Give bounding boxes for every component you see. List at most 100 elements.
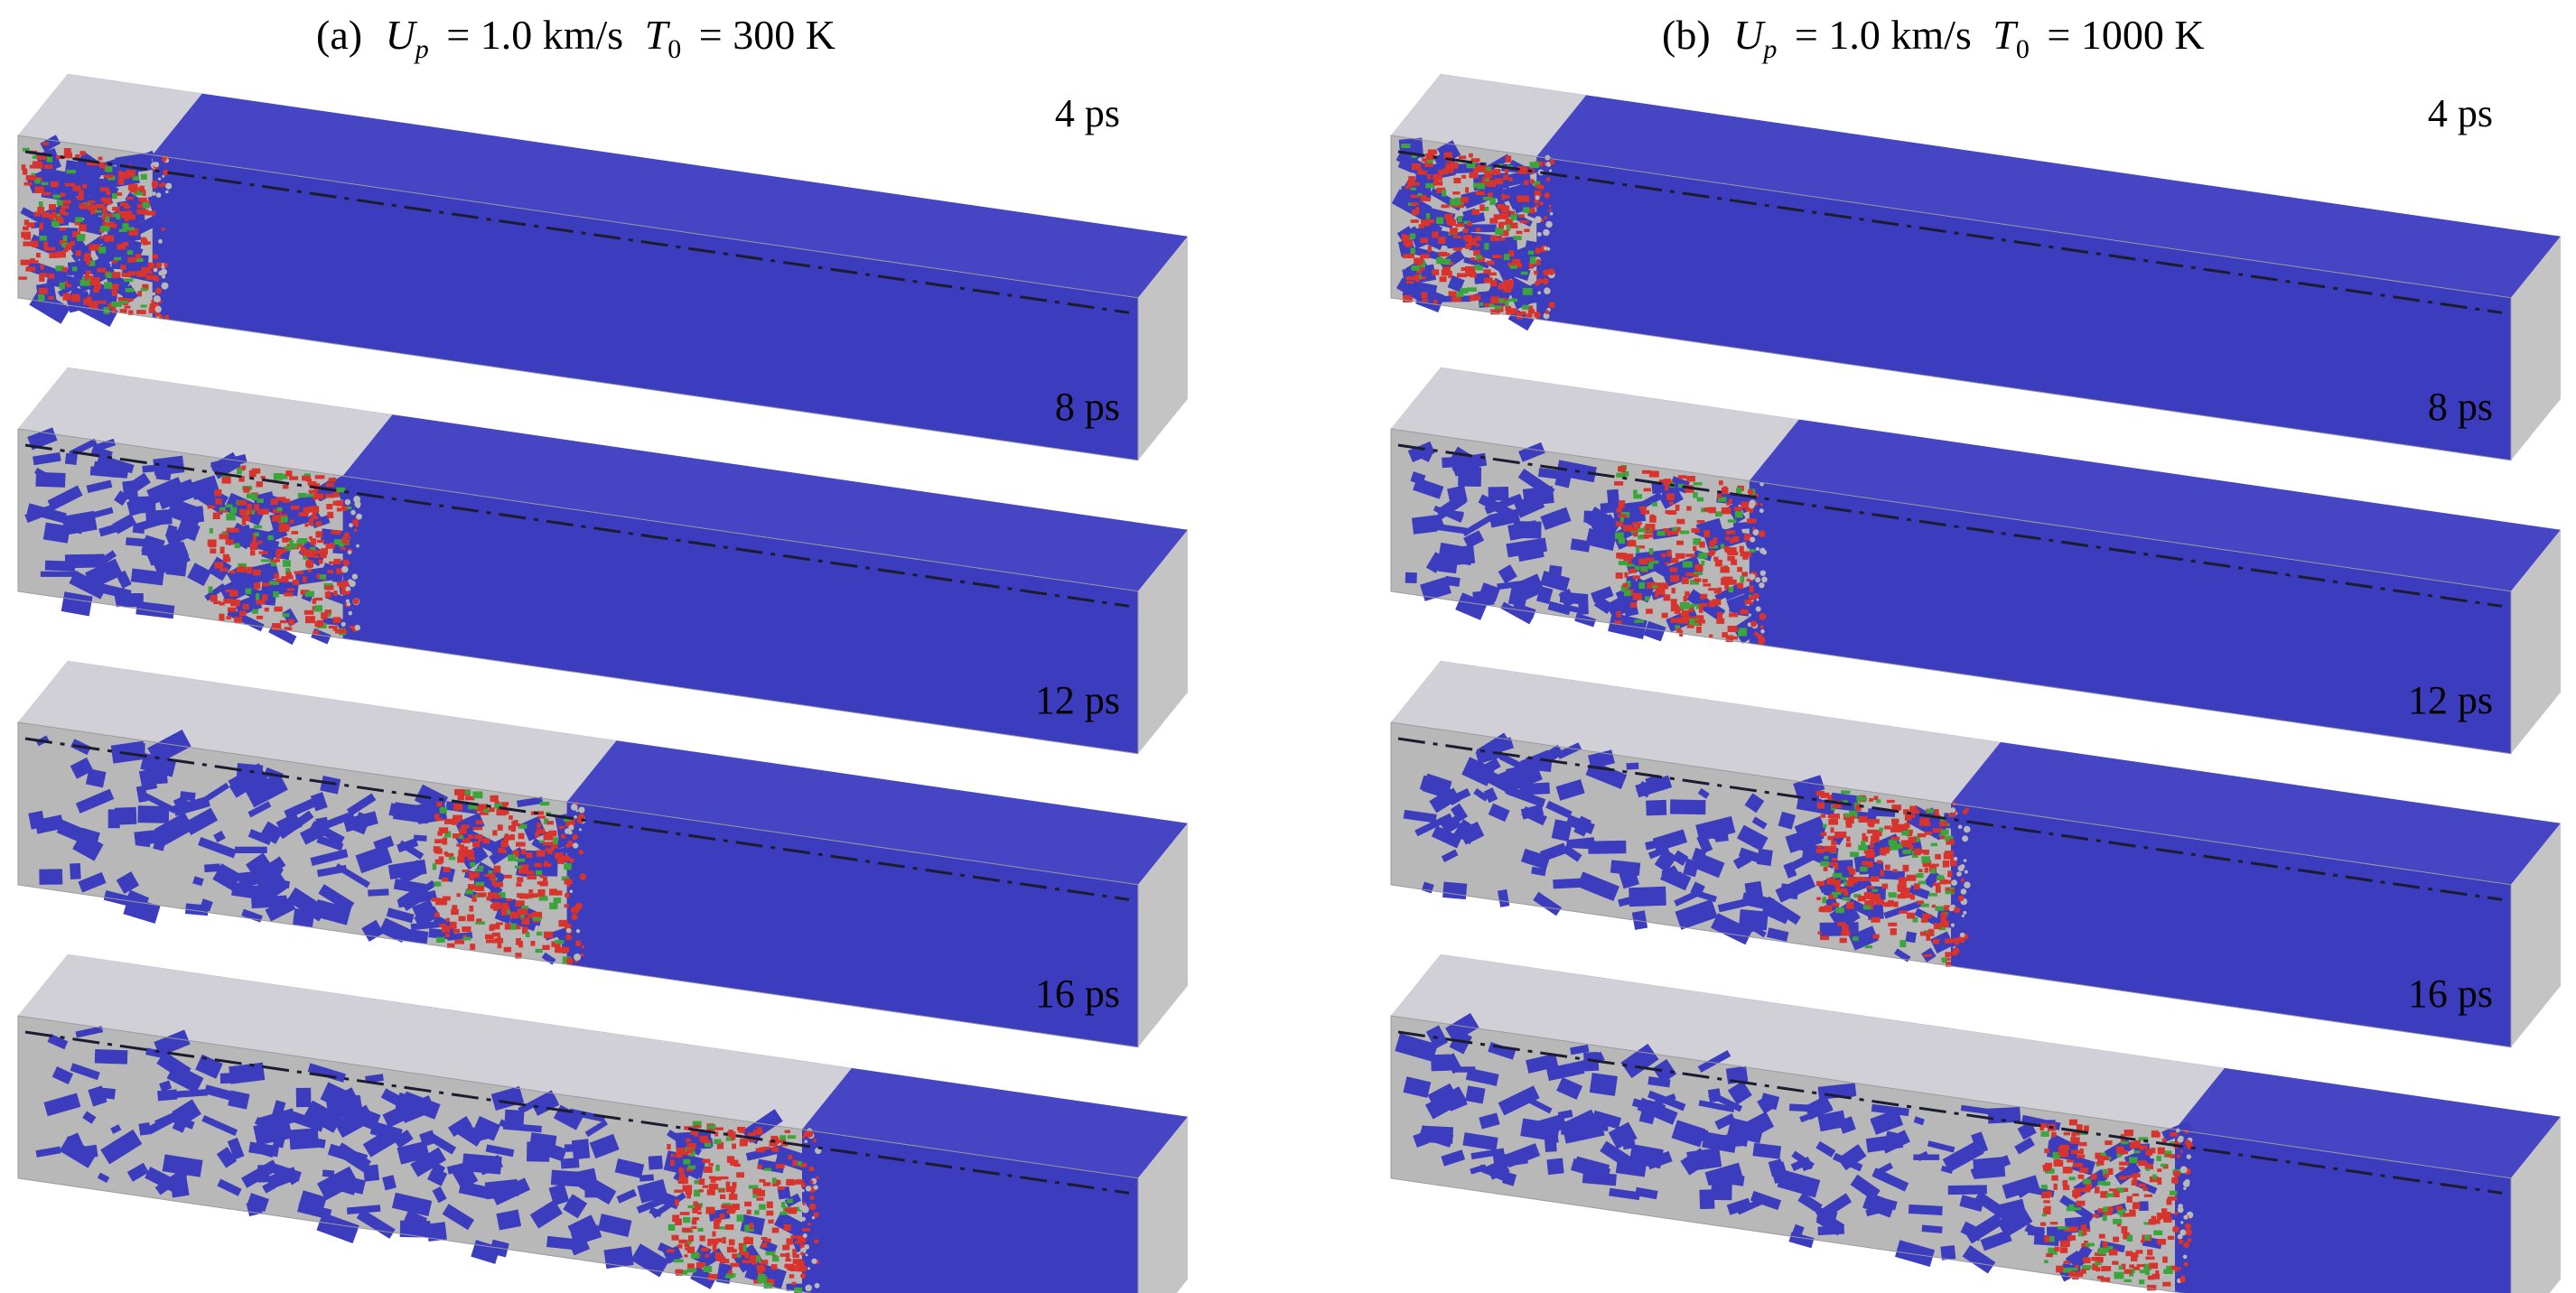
hcp-speckle	[136, 204, 145, 209]
hcp-speckle	[477, 892, 487, 898]
hcp-speckle	[88, 204, 98, 211]
bulk-patch	[51, 1066, 74, 1084]
hcp-speckle	[489, 807, 495, 813]
hcp-speckle	[447, 943, 455, 949]
hcp-speckle	[2105, 1140, 2113, 1146]
hcp-speckle	[1694, 619, 1701, 623]
bulk-patch	[170, 1177, 190, 1198]
bulk-patch	[47, 1034, 69, 1050]
hcp-speckle	[792, 1159, 798, 1167]
hcp-speckle	[1420, 194, 1427, 201]
hcp-speckle	[796, 1260, 805, 1268]
hcp-speckle	[2095, 1152, 2101, 1159]
hcp-speckle	[112, 207, 120, 211]
panel-a-velocity-value: = 1.0 km/s	[446, 12, 623, 58]
hcp-speckle	[1410, 219, 1419, 223]
bulk-patch	[80, 205, 100, 224]
hcp-speckle	[539, 875, 545, 879]
bulk-patch	[1913, 1154, 1940, 1160]
hcp-speckle	[1906, 874, 1917, 881]
hcp-speckle	[443, 896, 451, 901]
hcp-speckle	[83, 256, 91, 262]
bulk-patch	[43, 1093, 81, 1117]
hcp-speckle	[452, 818, 459, 825]
fcc-speckle	[1652, 585, 1658, 589]
hcp-speckle	[313, 493, 324, 499]
hcp-speckle	[1868, 823, 1875, 828]
fcc-speckle	[686, 1268, 697, 1273]
hcp-speckle	[1461, 174, 1467, 179]
front-speckle	[1755, 577, 1761, 583]
hcp-speckle	[1940, 916, 1946, 923]
fcc-speckle	[1720, 544, 1724, 549]
hcp-speckle	[1740, 551, 1750, 557]
hcp-speckle	[526, 852, 533, 859]
hcp-speckle	[1503, 175, 1508, 181]
bulk-patch	[1520, 848, 1551, 870]
bar-top-face	[1391, 74, 2561, 298]
front-speckle	[347, 550, 352, 555]
fcc-speckle	[120, 301, 129, 304]
hcp-speckle	[1828, 819, 1838, 825]
hcp-speckle	[1845, 822, 1853, 828]
hcp-speckle	[94, 285, 99, 293]
hcp-speckle	[72, 293, 80, 301]
hcp-speckle	[1892, 869, 1898, 873]
hcp-speckle	[1741, 572, 1748, 577]
hcp-speckle	[1475, 228, 1481, 232]
hcp-speckle	[1504, 279, 1514, 286]
hcp-speckle	[1666, 530, 1671, 536]
bulk-patch	[135, 785, 148, 803]
fcc-speckle	[1675, 625, 1680, 630]
hcp-speckle	[1450, 162, 1459, 170]
front-speckle	[801, 1188, 805, 1193]
hcp-speckle	[316, 539, 325, 544]
hcp-speckle	[770, 1264, 778, 1270]
fcc-speckle	[1920, 903, 1929, 907]
bulk-patch	[1629, 886, 1666, 907]
bulk-patch	[1671, 1120, 1706, 1148]
hcp-speckle	[1618, 514, 1628, 517]
hcp-speckle	[1616, 507, 1622, 513]
time-label-b-4: 16 ps	[2408, 972, 2493, 1016]
hcp-speckle	[479, 811, 489, 815]
fcc-speckle	[1527, 250, 1535, 255]
hcp-speckle	[1675, 504, 1680, 511]
hcp-speckle	[1417, 261, 1423, 268]
bulk-patch	[318, 884, 355, 913]
hcp-speckle	[127, 271, 135, 276]
hcp-speckle	[219, 534, 229, 540]
hcp-speckle	[275, 548, 284, 555]
hcp-speckle	[328, 625, 338, 629]
bulk-patch	[757, 1158, 785, 1174]
hcp-speckle	[1881, 883, 1889, 889]
hcp-speckle	[119, 202, 128, 207]
bulk-patch	[584, 1120, 609, 1138]
bulk-patch	[2164, 1212, 2200, 1224]
bulk-patch	[569, 1238, 591, 1256]
hcp-speckle	[36, 155, 46, 160]
hcp-speckle	[2063, 1185, 2070, 1191]
hcp-speckle	[528, 889, 534, 894]
hcp-speckle	[2053, 1183, 2058, 1190]
hcp-speckle	[309, 551, 316, 558]
bulk-patch	[675, 1130, 712, 1150]
bulk-patch	[1704, 1162, 1743, 1186]
fcc-speckle	[1529, 162, 1540, 168]
front-speckle	[798, 1204, 806, 1211]
hcp-speckle	[127, 183, 138, 191]
fcc-speckle	[2095, 1163, 2100, 1167]
hcp-speckle	[1638, 558, 1648, 565]
front-speckle	[349, 625, 352, 629]
hcp-speckle	[103, 213, 113, 218]
hcp-speckle	[698, 1189, 704, 1193]
hcp-speckle	[1714, 559, 1722, 567]
hcp-speckle	[241, 516, 251, 522]
hcp-speckle	[111, 260, 117, 264]
bulk-patch	[1447, 485, 1468, 506]
fcc-speckle	[2103, 1168, 2107, 1176]
hcp-speckle	[1465, 235, 1472, 243]
fcc-speckle	[553, 837, 558, 844]
fcc-speckle	[1467, 287, 1477, 292]
panel-a-prefix: (a)	[316, 12, 362, 58]
